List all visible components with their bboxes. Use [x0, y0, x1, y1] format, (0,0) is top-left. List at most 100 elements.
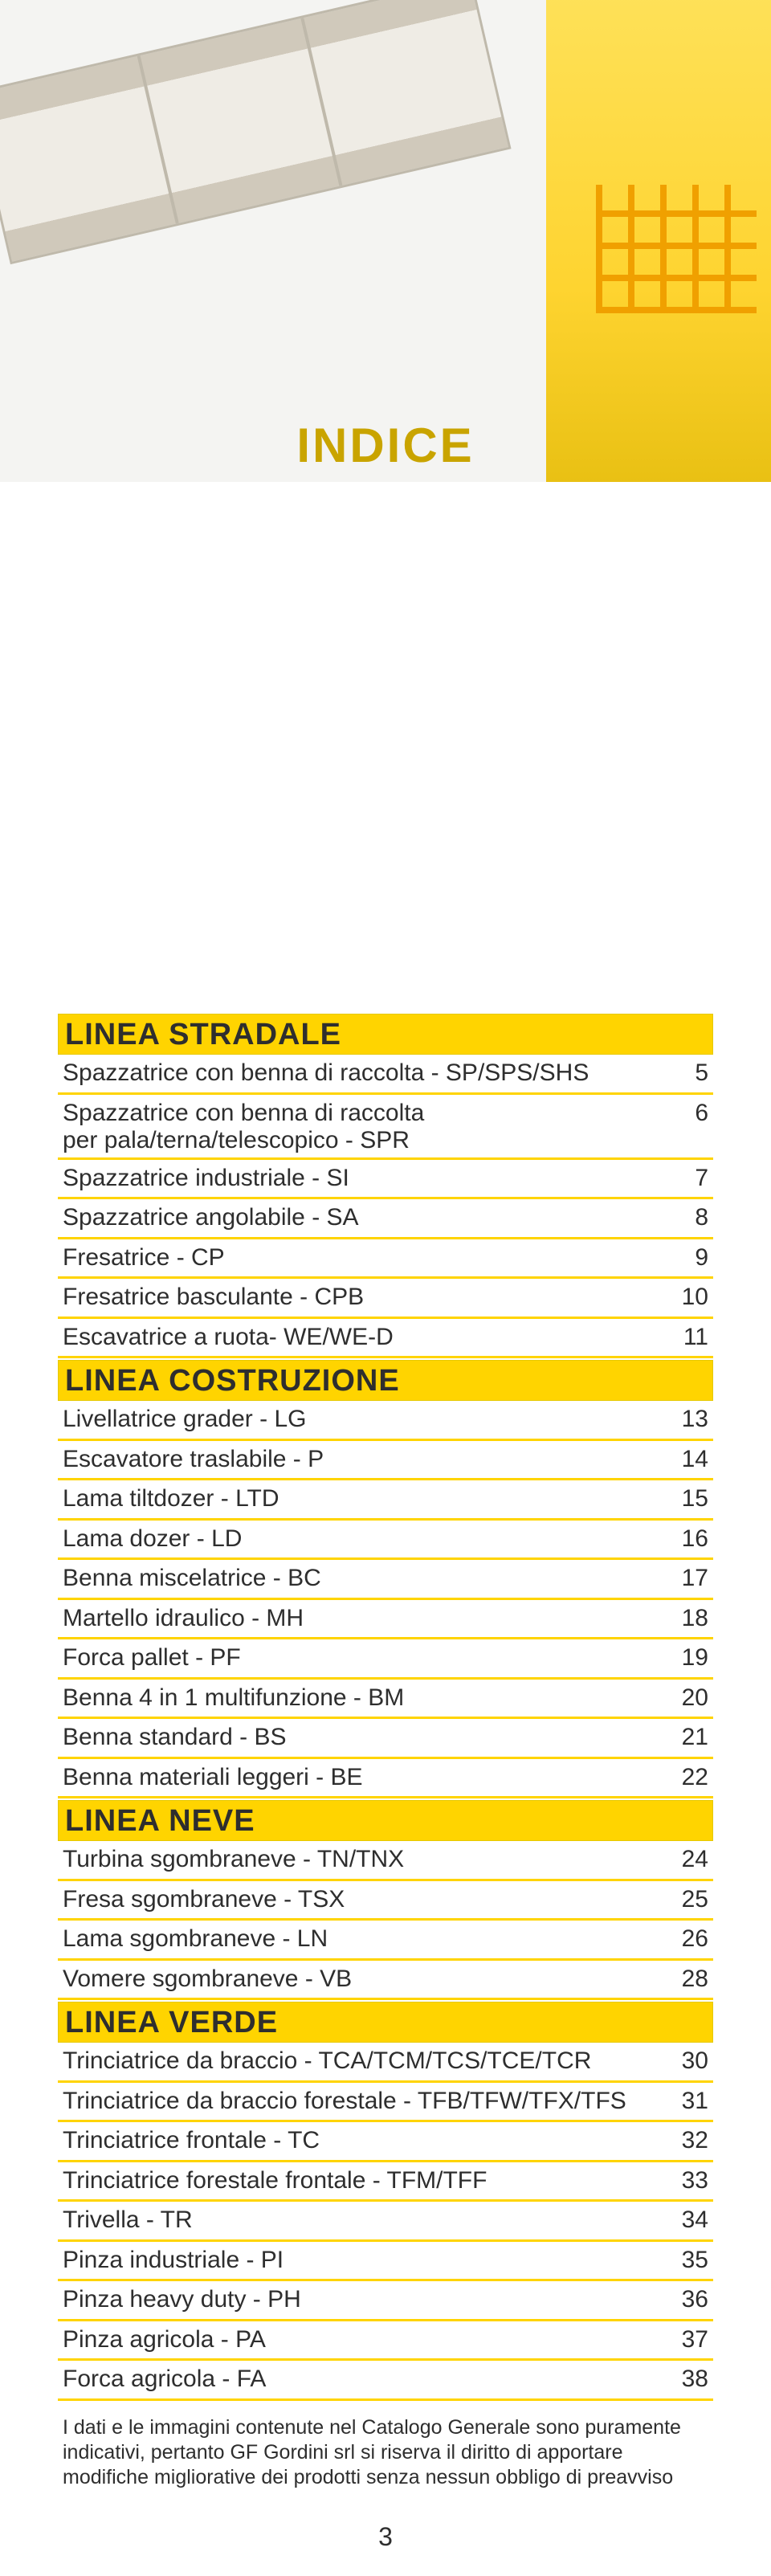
- toc-row: Pinza industriale - PI35: [58, 2242, 713, 2282]
- toc-row: Vomere sgombraneve - VB28: [58, 1961, 713, 2001]
- toc-row-label: Trinciatrice forestale frontale - TFM/TF…: [63, 2165, 660, 2198]
- toc-row: Trinciatrice da braccio forestale - TFB/…: [58, 2083, 713, 2123]
- toc-row-label: Benna materiali leggeri - BE: [63, 1762, 660, 1794]
- toc-row-page: 19: [660, 1642, 708, 1675]
- toc-row-label: Pinza industriale - PI: [63, 2244, 660, 2277]
- toc-row-label: Spazzatrice con benna di raccolta per pa…: [63, 1100, 660, 1155]
- toc-row-page: 22: [660, 1762, 708, 1794]
- toc-row: Escavatrice a ruota- WE/WE-D11: [58, 1319, 713, 1359]
- toc-row: Pinza agricola - PA37: [58, 2321, 713, 2362]
- toc-row-page: 36: [660, 2284, 708, 2317]
- toc-row-label: Benna standard - BS: [63, 1721, 660, 1754]
- toc-row-label: Escavatrice a ruota- WE/WE-D: [63, 1321, 660, 1354]
- toc-row: Escavatore traslabile - P14: [58, 1441, 713, 1481]
- toc-row: Lama tiltdozer - LTD15: [58, 1480, 713, 1521]
- toc-row-page: 21: [660, 1721, 708, 1754]
- page-title: INDICE: [0, 418, 771, 473]
- toc-row-label: Trinciatrice da braccio forestale - TFB/…: [63, 2085, 660, 2118]
- toc-row-page: 5: [660, 1057, 708, 1090]
- toc-row-label: Trinciatrice frontale - TC: [63, 2125, 660, 2158]
- toc-row-page: 14: [660, 1443, 708, 1476]
- toc-row: Spazzatrice con benna di raccolta per pa…: [58, 1095, 713, 1160]
- toc-row: Trinciatrice frontale - TC32: [58, 2122, 713, 2162]
- toc-row: Forca pallet - PF19: [58, 1639, 713, 1680]
- toc-row: Fresatrice basculante - CPB10: [58, 1279, 713, 1319]
- toc-row-page: 11: [660, 1321, 708, 1354]
- toc-row-label: Lama dozer - LD: [63, 1523, 660, 1556]
- toc-row-label: Martello idraulico - MH: [63, 1602, 660, 1635]
- toc-row: Benna miscelatrice - BC17: [58, 1560, 713, 1600]
- section-heading: LINEA VERDE: [58, 2002, 713, 2043]
- toc-row-label: Fresatrice - CP: [63, 1242, 660, 1275]
- toc-row-label: Forca agricola - FA: [63, 2363, 660, 2396]
- toc-row: Martello idraulico - MH18: [58, 1600, 713, 1640]
- toc-row-label: Pinza heavy duty - PH: [63, 2284, 660, 2317]
- toc-row-page: 28: [660, 1963, 708, 1996]
- toc-row-page: 32: [660, 2125, 708, 2158]
- toc-row-label: Fresatrice basculante - CPB: [63, 1281, 660, 1314]
- toc-row-label: Spazzatrice angolabile - SA: [63, 1202, 660, 1235]
- toc-row-page: 20: [660, 1682, 708, 1715]
- toc-row: Spazzatrice con benna di raccolta - SP/S…: [58, 1055, 713, 1095]
- footnote-text: I dati e le immagini contenute nel Catal…: [0, 2401, 771, 2491]
- toc-row: Benna materiali leggeri - BE22: [58, 1759, 713, 1799]
- toc-row-page: 16: [660, 1523, 708, 1556]
- section-heading: LINEA COSTRUZIONE: [58, 1360, 713, 1401]
- toc-row-page: 24: [660, 1843, 708, 1876]
- toc-row-page: 13: [660, 1403, 708, 1436]
- toc-row: Lama dozer - LD16: [58, 1521, 713, 1561]
- toc-row-label: Turbina sgombraneve - TN/TNX: [63, 1843, 660, 1876]
- toc-row-page: 7: [660, 1162, 708, 1195]
- toc-row-label: Pinza agricola - PA: [63, 2324, 660, 2357]
- hero-image: [0, 0, 771, 482]
- toc-row-label: Benna 4 in 1 multifunzione - BM: [63, 1682, 660, 1715]
- toc-row-page: 37: [660, 2324, 708, 2357]
- toc-row-page: 34: [660, 2204, 708, 2237]
- toc-row-page: 33: [660, 2165, 708, 2198]
- toc-row-label: Forca pallet - PF: [63, 1642, 660, 1675]
- toc-row-page: 6: [660, 1097, 708, 1130]
- toc-row-label: Spazzatrice industriale - SI: [63, 1162, 660, 1195]
- toc-row: Fresatrice - CP9: [58, 1239, 713, 1280]
- hero-ladder: [0, 0, 512, 264]
- toc-row-label: Livellatrice grader - LG: [63, 1403, 660, 1436]
- toc-row-page: 18: [660, 1602, 708, 1635]
- toc-row-page: 26: [660, 1923, 708, 1956]
- page: INDICE LINEA STRADALESpazzatrice con ben…: [0, 0, 771, 2576]
- toc-row-label: Trivella - TR: [63, 2204, 660, 2237]
- toc-row-page: 9: [660, 1242, 708, 1275]
- toc-row-label: Trinciatrice da braccio - TCA/TCM/TCS/TC…: [63, 2045, 660, 2078]
- toc-row-page: 31: [660, 2085, 708, 2118]
- toc-row: Pinza heavy duty - PH36: [58, 2281, 713, 2321]
- toc-row-label: Fresa sgombraneve - TSX: [63, 1884, 660, 1917]
- toc-row: Trinciatrice forestale frontale - TFM/TF…: [58, 2162, 713, 2202]
- toc-row-label: Lama sgombraneve - LN: [63, 1923, 660, 1956]
- toc-row: Benna 4 in 1 multifunzione - BM20: [58, 1680, 713, 1720]
- toc-row-label: Lama tiltdozer - LTD: [63, 1483, 660, 1516]
- table-of-contents: LINEA STRADALESpazzatrice con benna di r…: [0, 482, 771, 2401]
- toc-row-page: 35: [660, 2244, 708, 2277]
- toc-row-label: Vomere sgombraneve - VB: [63, 1963, 660, 1996]
- toc-row-label: Benna miscelatrice - BC: [63, 1562, 660, 1595]
- toc-row-page: 17: [660, 1562, 708, 1595]
- toc-row-page: 8: [660, 1202, 708, 1235]
- toc-row: Benna standard - BS21: [58, 1719, 713, 1759]
- toc-row-page: 38: [660, 2363, 708, 2396]
- section-heading: LINEA NEVE: [58, 1800, 713, 1841]
- toc-row: Lama sgombraneve - LN26: [58, 1921, 713, 1961]
- toc-row: Turbina sgombraneve - TN/TNX24: [58, 1841, 713, 1881]
- toc-row: Spazzatrice angolabile - SA8: [58, 1199, 713, 1239]
- toc-row-label: Spazzatrice con benna di raccolta - SP/S…: [63, 1057, 660, 1090]
- toc-row-label: Escavatore traslabile - P: [63, 1443, 660, 1476]
- toc-row-page: 10: [660, 1281, 708, 1314]
- page-number: 3: [0, 2490, 771, 2576]
- toc-row-page: 30: [660, 2045, 708, 2078]
- toc-row: Fresa sgombraneve - TSX25: [58, 1881, 713, 1921]
- toc-row-page: 25: [660, 1884, 708, 1917]
- toc-row: Livellatrice grader - LG13: [58, 1401, 713, 1441]
- toc-row: Forca agricola - FA38: [58, 2361, 713, 2401]
- toc-row: Trivella - TR34: [58, 2202, 713, 2242]
- section-heading: LINEA STRADALE: [58, 1014, 713, 1055]
- hero-scaffold: [596, 185, 757, 313]
- toc-row: Spazzatrice industriale - SI7: [58, 1160, 713, 1200]
